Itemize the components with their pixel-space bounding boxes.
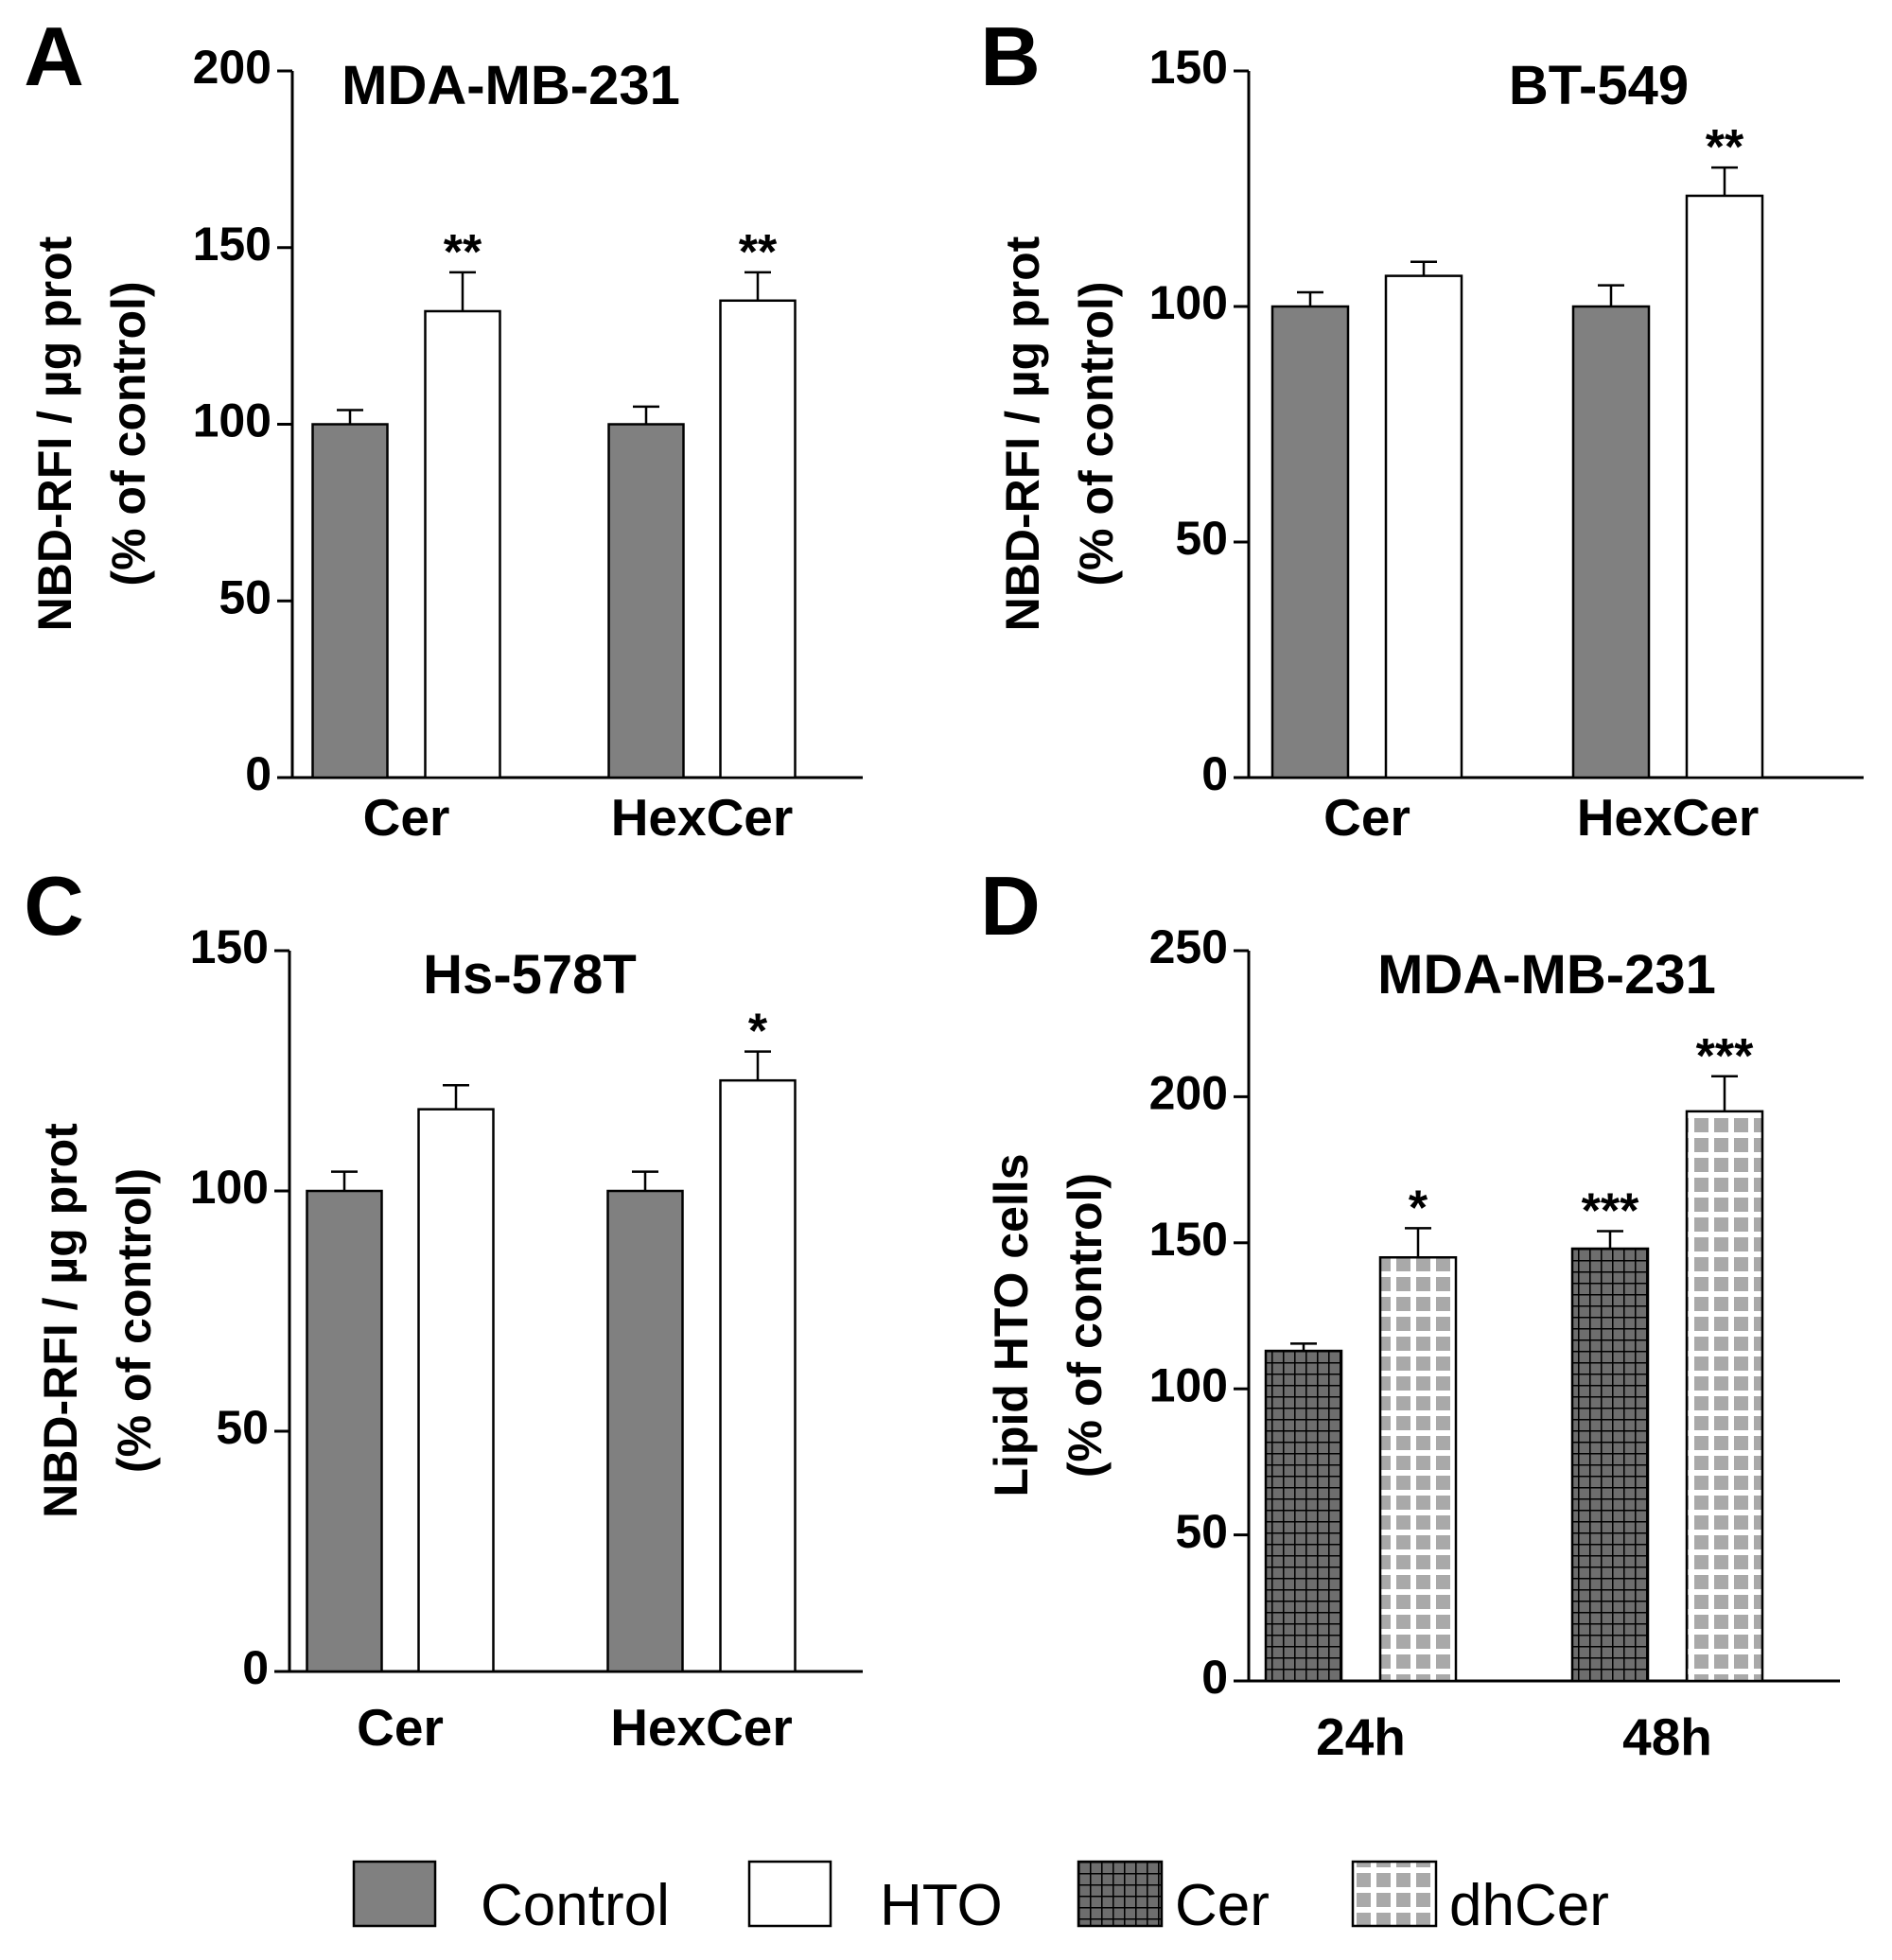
legend-swatch-hto bbox=[747, 1860, 832, 1928]
chart-title: Hs-578T bbox=[423, 944, 637, 1006]
y-axis-title-line2: (% of control) bbox=[102, 281, 155, 586]
y-tick-label: 150 bbox=[193, 218, 272, 271]
y-tick-label: 100 bbox=[1149, 1358, 1228, 1411]
bar-control bbox=[1270, 305, 1350, 779]
y-tick-label: 200 bbox=[1149, 1067, 1228, 1120]
panel-letter: D bbox=[980, 859, 1041, 953]
significance-marker: * bbox=[748, 1005, 768, 1059]
chart-title: MDA-MB-231 bbox=[342, 55, 680, 116]
error-bar bbox=[443, 1083, 469, 1110]
bar-hto bbox=[719, 1078, 797, 1673]
bar-control bbox=[1571, 305, 1651, 779]
bar-hto bbox=[1685, 194, 1764, 779]
panel-c: C Hs-578T NBD-RFI / µg prot (% of control) 0… bbox=[24, 859, 863, 1757]
bar-hto bbox=[417, 1108, 495, 1673]
y-axis-title-line1: NBD-RFI / µg prot bbox=[996, 236, 1049, 631]
y-tick-label: 0 bbox=[245, 747, 272, 800]
error-bar bbox=[1410, 260, 1437, 276]
significance-marker: *** bbox=[1582, 1183, 1639, 1238]
x-category-label: Cer bbox=[363, 788, 450, 847]
y-tick-label: 100 bbox=[1149, 276, 1228, 329]
error-bar bbox=[633, 405, 659, 425]
error-bar bbox=[337, 409, 363, 425]
significance-marker: ** bbox=[1706, 120, 1744, 175]
y-axis-title-line1: NBD-RFI / µg prot bbox=[34, 1123, 87, 1518]
bar-control bbox=[606, 1189, 684, 1673]
legend-label-control: Control bbox=[481, 1873, 670, 1938]
x-category-label: 48h bbox=[1622, 1707, 1712, 1766]
legend-swatch-dhcer bbox=[1351, 1860, 1438, 1928]
y-tick-label: 0 bbox=[1201, 747, 1228, 800]
bar-hto bbox=[1384, 274, 1463, 779]
chart-title: MDA-MB-231 bbox=[1377, 944, 1716, 1006]
x-category-label: 24h bbox=[1316, 1707, 1406, 1766]
legend-label-cer: Cer bbox=[1175, 1873, 1270, 1938]
chart-title: BT-549 bbox=[1509, 55, 1689, 116]
error-bar bbox=[331, 1170, 358, 1191]
y-tick-label: 0 bbox=[1201, 1651, 1228, 1704]
significance-marker: *** bbox=[1696, 1029, 1754, 1084]
error-bar bbox=[745, 1050, 771, 1081]
significance-marker: ** bbox=[444, 225, 482, 280]
significance-marker: * bbox=[1409, 1181, 1428, 1235]
panel-d: D MDA-MB-231 Lipid HTO cells (% of control)… bbox=[980, 859, 1840, 1766]
bar-control bbox=[607, 423, 685, 779]
y-tick-label: 150 bbox=[190, 920, 269, 973]
y-tick-label: 250 bbox=[1149, 920, 1228, 973]
bar-control bbox=[311, 423, 389, 779]
y-axis-title-line1: Lipid HTO cells bbox=[985, 1153, 1038, 1496]
panel-letter: C bbox=[24, 859, 84, 953]
legend-swatch-control bbox=[352, 1860, 437, 1928]
y-axis-title-line2: (% of control) bbox=[1059, 1173, 1112, 1478]
legend: Control HTO Cer dhCer bbox=[352, 1860, 1609, 1938]
error-bar bbox=[449, 271, 476, 311]
bar-cer bbox=[1264, 1349, 1343, 1683]
legend-label-dhcer: dhCer bbox=[1449, 1873, 1609, 1938]
y-tick-label: 50 bbox=[1175, 1505, 1228, 1558]
y-tick-label: 50 bbox=[216, 1401, 269, 1454]
bar-hto bbox=[719, 299, 797, 779]
bar-control bbox=[306, 1189, 383, 1673]
error-bar bbox=[1597, 1230, 1623, 1249]
y-tick-label: 100 bbox=[193, 394, 272, 447]
y-axis-title-line2: (% of control) bbox=[108, 1168, 161, 1473]
bar-dhcer bbox=[1378, 1255, 1458, 1683]
x-category-label: Cer bbox=[357, 1698, 444, 1757]
panel-letter: B bbox=[980, 9, 1041, 103]
x-category-label: HexCer bbox=[610, 1698, 793, 1757]
panel-a: A MDA-MB-231 NBD-RFI / µg prot (% of contro… bbox=[24, 9, 863, 847]
x-category-label: HexCer bbox=[611, 788, 794, 847]
y-tick-label: 150 bbox=[1149, 41, 1228, 94]
bar-dhcer bbox=[1685, 1110, 1764, 1683]
error-bar bbox=[1711, 1075, 1738, 1111]
error-bar bbox=[1290, 1342, 1317, 1352]
legend-swatch-cer bbox=[1077, 1860, 1164, 1928]
error-bar bbox=[1598, 284, 1624, 306]
y-tick-label: 150 bbox=[1149, 1213, 1228, 1266]
y-tick-label: 50 bbox=[219, 570, 272, 623]
y-tick-label: 50 bbox=[1175, 512, 1228, 565]
error-bar bbox=[1297, 290, 1323, 306]
error-bar bbox=[1711, 166, 1738, 196]
legend-label-hto: HTO bbox=[880, 1873, 1003, 1938]
y-tick-label: 200 bbox=[193, 41, 272, 94]
y-axis-title-line1: NBD-RFI / µg prot bbox=[28, 236, 81, 631]
y-tick-label: 100 bbox=[190, 1161, 269, 1214]
error-bar bbox=[632, 1170, 658, 1191]
panel-letter: A bbox=[24, 9, 84, 103]
y-tick-label: 0 bbox=[242, 1641, 269, 1694]
bar-hto bbox=[424, 309, 501, 779]
x-category-label: Cer bbox=[1323, 788, 1410, 847]
bar-cer bbox=[1570, 1247, 1650, 1683]
panel-b: B BT-549 NBD-RFI / µg prot (% of control) 0 5… bbox=[980, 9, 1864, 847]
x-category-label: HexCer bbox=[1577, 788, 1760, 847]
error-bar bbox=[745, 271, 771, 301]
y-axis-title-line2: (% of control) bbox=[1070, 281, 1123, 586]
error-bar bbox=[1405, 1227, 1431, 1258]
significance-marker: ** bbox=[739, 225, 778, 280]
